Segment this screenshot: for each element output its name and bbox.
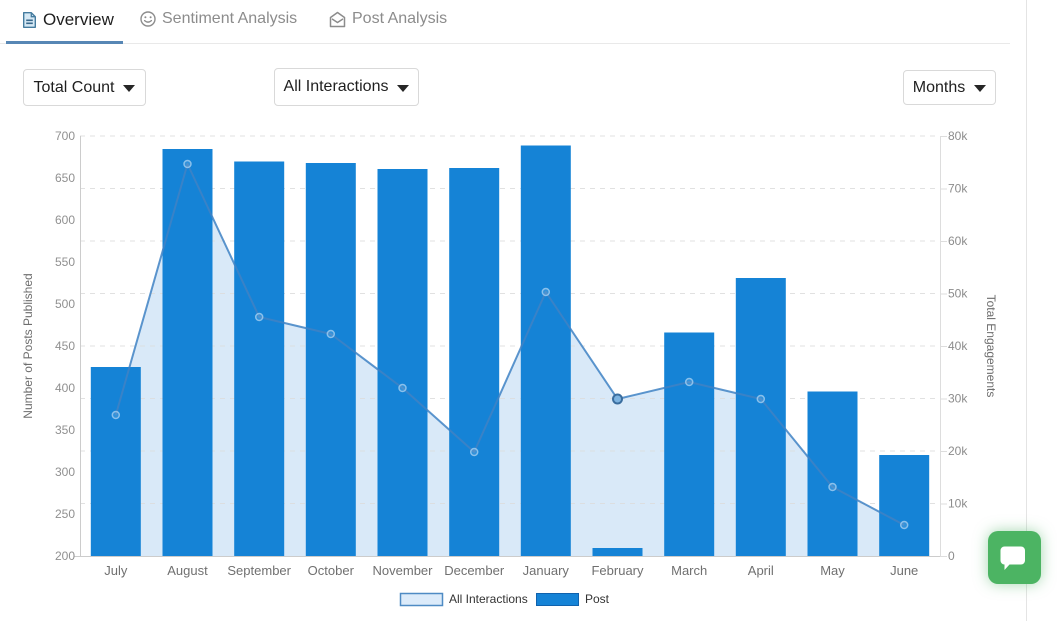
svg-text:250: 250 xyxy=(55,507,75,521)
svg-text:10k: 10k xyxy=(948,497,968,511)
svg-text:January: January xyxy=(523,563,570,578)
svg-text:All Interactions: All Interactions xyxy=(449,592,528,606)
svg-text:60k: 60k xyxy=(948,234,968,248)
svg-text:200: 200 xyxy=(55,549,75,563)
svg-text:0: 0 xyxy=(948,549,955,563)
svg-text:September: September xyxy=(227,563,291,578)
svg-text:April: April xyxy=(748,563,774,578)
svg-text:August: August xyxy=(167,563,208,578)
svg-text:300: 300 xyxy=(55,465,75,479)
svg-text:70k: 70k xyxy=(948,182,968,196)
svg-text:550: 550 xyxy=(55,255,75,269)
svg-text:600: 600 xyxy=(55,213,75,227)
svg-text:500: 500 xyxy=(55,297,75,311)
svg-text:February: February xyxy=(591,563,644,578)
svg-text:Number of Posts Published: Number of Posts Published xyxy=(21,273,35,418)
svg-text:50k: 50k xyxy=(948,287,968,301)
svg-text:Post: Post xyxy=(585,592,610,606)
svg-text:30k: 30k xyxy=(948,392,968,406)
svg-text:20k: 20k xyxy=(948,444,968,458)
svg-text:80k: 80k xyxy=(948,129,968,143)
svg-text:December: December xyxy=(444,563,505,578)
svg-text:November: November xyxy=(373,563,434,578)
svg-text:May: May xyxy=(820,563,845,578)
svg-text:June: June xyxy=(890,563,918,578)
svg-text:40k: 40k xyxy=(948,339,968,353)
svg-text:October: October xyxy=(308,563,355,578)
svg-text:Total Engagements: Total Engagements xyxy=(984,295,998,398)
svg-text:450: 450 xyxy=(55,339,75,353)
svg-text:700: 700 xyxy=(55,129,75,143)
svg-text:March: March xyxy=(671,563,707,578)
svg-text:650: 650 xyxy=(55,171,75,185)
svg-text:July: July xyxy=(104,563,128,578)
svg-text:350: 350 xyxy=(55,423,75,437)
svg-text:400: 400 xyxy=(55,381,75,395)
